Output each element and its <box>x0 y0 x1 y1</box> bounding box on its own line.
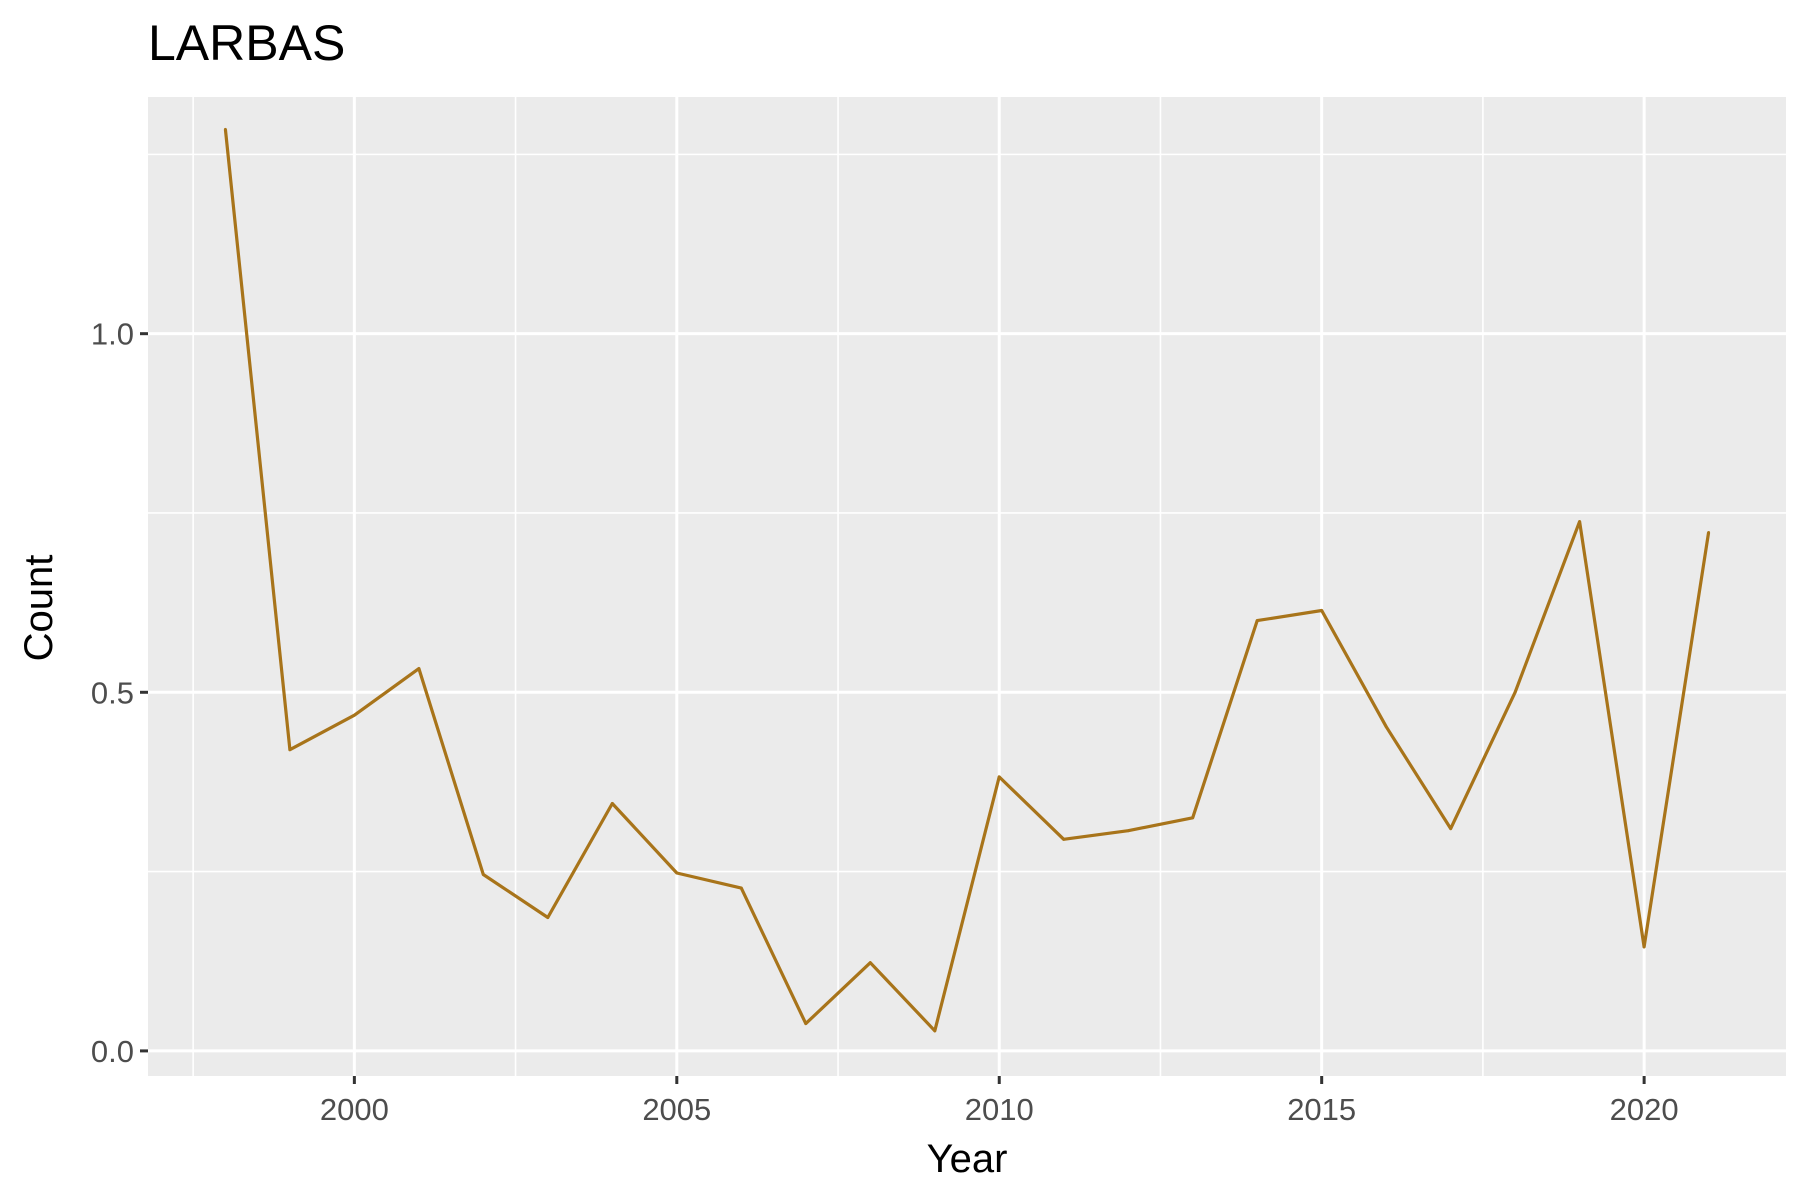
data-point <box>1513 690 1517 694</box>
data-point <box>675 871 679 875</box>
x-axis-title: Year <box>927 1137 1008 1181</box>
x-tick-label: 2015 <box>1287 1092 1356 1127</box>
data-point <box>481 873 485 876</box>
x-tick-label: 2020 <box>1610 1092 1679 1127</box>
x-tick-label: 2010 <box>965 1092 1034 1127</box>
data-point <box>352 713 356 717</box>
x-tick-label: 2005 <box>642 1092 711 1127</box>
x-axis: 2000 2005 2010 2015 2020 <box>320 1076 1679 1127</box>
data-point <box>1707 530 1711 534</box>
data-point <box>1384 725 1388 729</box>
data-point <box>804 1022 808 1026</box>
y-axis: 0.0 0.5 1.0 <box>91 317 148 1069</box>
data-point <box>610 802 614 805</box>
data-point <box>739 886 743 890</box>
chart-title: LARBAS <box>148 15 345 71</box>
data-point <box>1320 609 1324 612</box>
x-tick-label: 2000 <box>320 1092 389 1127</box>
data-point <box>1062 837 1066 841</box>
data-point <box>546 916 550 919</box>
minor-gridlines <box>148 97 1786 1076</box>
series-line <box>223 129 1711 1033</box>
data-point <box>1642 945 1646 949</box>
major-gridlines <box>148 97 1786 1076</box>
data-point <box>1191 816 1195 820</box>
data-point <box>1126 829 1130 833</box>
data-point <box>288 748 292 752</box>
data-point <box>223 127 227 131</box>
data-point <box>1449 827 1453 830</box>
series-layer <box>223 127 1711 1033</box>
plot-panel <box>148 97 1786 1076</box>
data-point <box>997 775 1001 779</box>
data-point <box>868 961 872 965</box>
y-tick-label: 0.0 <box>91 1034 134 1069</box>
data-point <box>417 667 421 671</box>
data-point <box>1255 619 1259 622</box>
y-axis-title: Count <box>17 555 61 662</box>
data-point <box>1578 520 1582 523</box>
y-tick-label: 1.0 <box>91 317 134 352</box>
data-point <box>933 1029 937 1033</box>
y-tick-label: 0.5 <box>91 675 134 710</box>
